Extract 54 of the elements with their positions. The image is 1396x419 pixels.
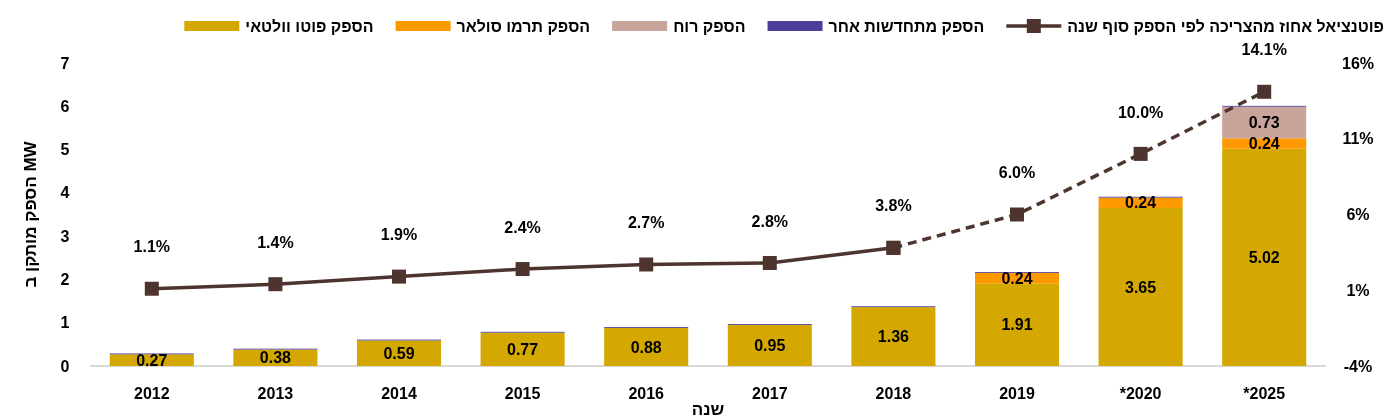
y-tick-label: 7 xyxy=(60,54,70,72)
legend-label: הספק פוטו וולטאי xyxy=(245,17,374,35)
x-tick-label: 2014 xyxy=(381,384,417,402)
data-label: 0.77 xyxy=(507,340,539,358)
data-label: 2.4% xyxy=(504,218,541,236)
data-label: 1.1% xyxy=(133,238,171,256)
legend-label: הספק מתחדשות אחר xyxy=(828,17,985,35)
x-tick-label: 2018 xyxy=(875,384,912,402)
x-tick-label: 2012 xyxy=(134,384,170,402)
data-label: 0.88 xyxy=(630,338,662,356)
data-label: 3.8% xyxy=(875,197,912,215)
x-axis-title: שנה xyxy=(691,399,725,419)
data-label: 10.0% xyxy=(1117,103,1164,121)
y-tick-label: 4 xyxy=(60,184,70,202)
x-tick-label: *2020 xyxy=(1119,384,1162,402)
data-label: 0.24 xyxy=(1125,194,1157,212)
data-label: 1.91 xyxy=(1001,316,1033,334)
y2-tick-label: 11% xyxy=(1342,130,1374,148)
data-label: 0.27 xyxy=(136,351,168,369)
y-tick-label: 6 xyxy=(60,97,70,115)
data-label: 6.0% xyxy=(998,164,1036,182)
y2-tick-label: 16% xyxy=(1341,54,1375,72)
legend-label: פוטנציאל אחוז מהצריכה לפי הספק סוף שנה xyxy=(1067,17,1384,35)
x-tick-label: 2017 xyxy=(752,384,788,402)
data-label: 0.73 xyxy=(1248,114,1280,132)
y2-tick-label: 6% xyxy=(1346,206,1370,224)
legend-label: הספק תרמו סולאר xyxy=(456,17,591,35)
data-label: 0.38 xyxy=(259,349,292,367)
x-tick-label: *2025 xyxy=(1243,384,1286,402)
data-label: 1.36 xyxy=(877,328,910,346)
data-label: 14.1% xyxy=(1241,41,1287,59)
data-label: 5.02 xyxy=(1248,248,1280,266)
y-tick-label: 2 xyxy=(60,271,70,289)
x-tick-label: 2016 xyxy=(628,384,665,402)
data-label: 0.24 xyxy=(1248,135,1280,153)
data-label: 0.59 xyxy=(383,344,415,362)
x-tick-label: 2013 xyxy=(257,384,294,402)
y-tick-label: 3 xyxy=(60,227,70,245)
data-label: 2.8% xyxy=(751,212,789,230)
y2-tick-label: 1% xyxy=(1346,281,1370,299)
x-tick-label: 2015 xyxy=(504,384,541,402)
y-axis-title: הספק מותקן ב MW xyxy=(20,140,40,288)
data-label: 1.4% xyxy=(257,233,294,251)
y-tick-label: 0 xyxy=(60,357,70,375)
y-tick-label: 1 xyxy=(60,314,70,332)
y2-tick-label: -4% xyxy=(1343,357,1373,375)
data-label: 3.65 xyxy=(1125,278,1157,296)
data-label: 0.24 xyxy=(1001,269,1033,287)
x-tick-label: 2019 xyxy=(999,384,1035,402)
legend-label: הספק רוח xyxy=(673,17,746,35)
data-label: 0.95 xyxy=(754,337,786,355)
y-tick-label: 5 xyxy=(60,141,70,159)
data-label: 2.7% xyxy=(627,214,665,232)
data-label: 1.9% xyxy=(380,226,418,244)
